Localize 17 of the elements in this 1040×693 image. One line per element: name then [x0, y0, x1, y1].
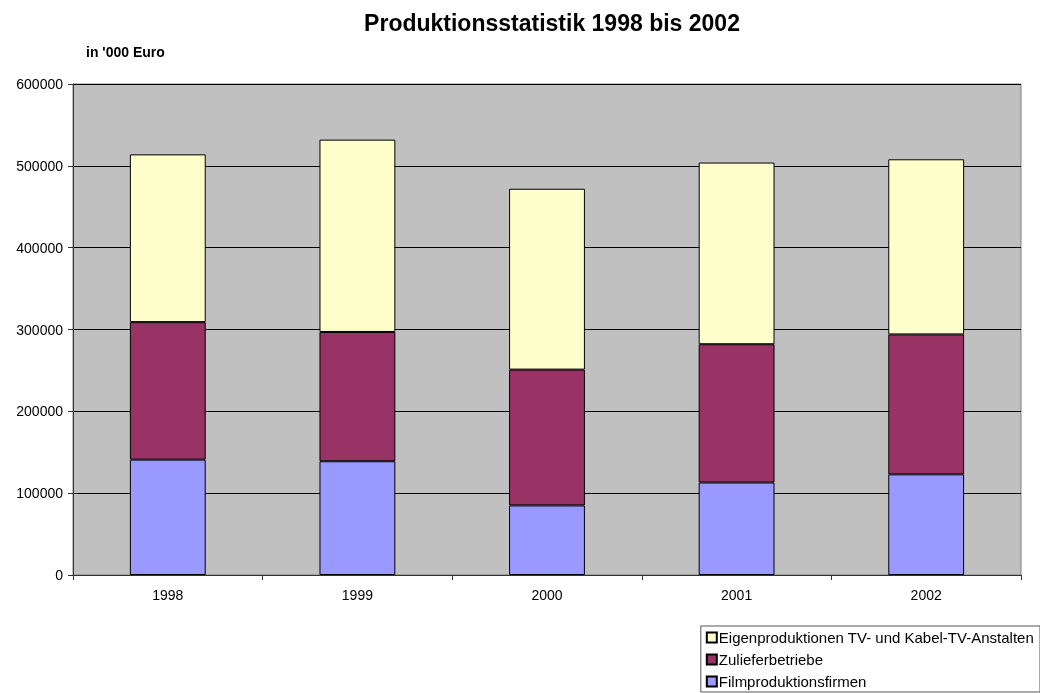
chart-title: Produktionsstatistik 1998 bis 2002: [364, 9, 740, 36]
legend-label: Filmproduktionsfirmen: [718, 673, 867, 690]
y-tick-label: 300000: [16, 321, 64, 338]
y-tick-label: 500000: [16, 157, 64, 174]
y-tick-label: 0: [55, 567, 64, 583]
y-tick-label: 200000: [16, 403, 64, 420]
y-tick-label: 600000: [16, 76, 64, 92]
legend-label: Zulieferbetriebe: [718, 651, 824, 668]
y-tick-label: 400000: [16, 239, 64, 256]
legend-label: Eigenproduktionen TV- und Kabel-TV-Anstalten: [718, 629, 1034, 646]
x-tick-label: 1998: [152, 587, 184, 603]
x-tick-label: 2000: [531, 587, 563, 603]
x-tick-label: 1999: [341, 587, 374, 603]
x-tick-label: 2001: [721, 587, 753, 603]
y-tick-label: 100000: [16, 485, 64, 502]
x-tick-label: 2002: [910, 587, 942, 603]
y-axis-title: in '000 Euro: [86, 44, 165, 60]
